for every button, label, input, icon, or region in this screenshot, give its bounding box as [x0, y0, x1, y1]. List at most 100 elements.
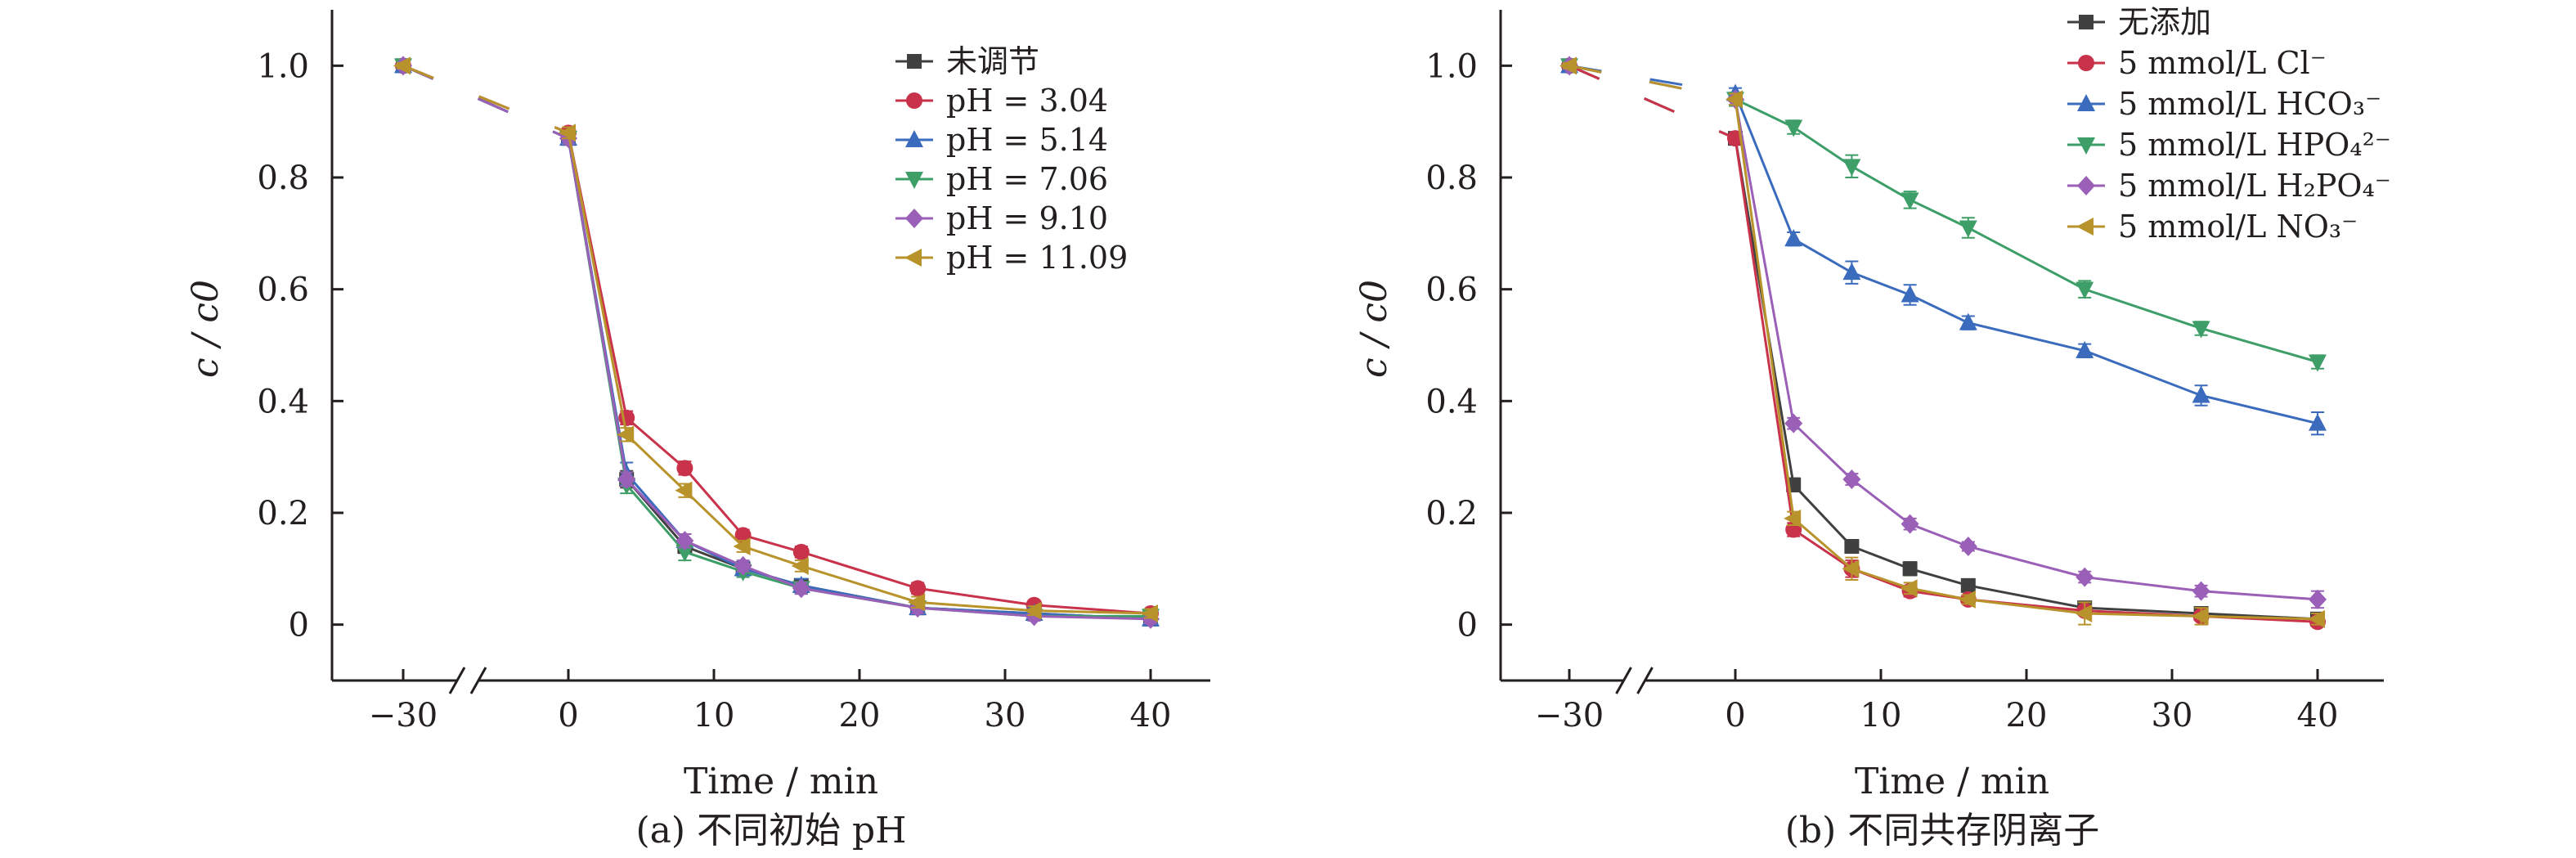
axis-break-mark	[469, 667, 487, 694]
data-point	[1784, 413, 1803, 433]
y-tick-label: 0.8	[1425, 159, 1478, 197]
y-axis-title: c / c0	[185, 280, 227, 378]
legend-marker	[2077, 94, 2095, 111]
legend-label: pH = 11.09	[946, 240, 1128, 276]
data-point	[1901, 192, 1919, 210]
data-point	[1959, 220, 1977, 238]
data-point	[908, 593, 926, 612]
data-point	[1560, 56, 1577, 75]
data-point	[1900, 579, 1918, 598]
x-axis-title: Time / min	[1855, 761, 2049, 802]
y-tick-label: 0.8	[257, 159, 309, 197]
data-point	[1959, 312, 1977, 330]
x-tick-label: 20	[839, 697, 881, 734]
series-line	[567, 137, 1151, 621]
legend-label: pH = 5.14	[946, 122, 1108, 158]
y-tick-label: 1.0	[257, 47, 309, 85]
data-point	[792, 578, 810, 599]
x-tick-label: −30	[369, 697, 438, 734]
data-point	[675, 544, 694, 562]
data-point	[2192, 321, 2210, 339]
series-5	[393, 56, 1158, 622]
series-line	[1734, 92, 2318, 425]
legend-marker	[906, 92, 922, 109]
series-dashed-line	[1568, 64, 1736, 101]
legend-marker	[905, 209, 923, 228]
figure-caption: (b) 不同共存阴离子	[1785, 810, 2099, 851]
x-tick-label: 20	[2006, 697, 2048, 734]
x-tick-label: 40	[1130, 697, 1172, 734]
series-line	[1734, 137, 2318, 621]
legend-label: pH = 9.10	[946, 200, 1108, 236]
series-dashed-line	[402, 64, 569, 134]
data-point	[1902, 561, 1918, 577]
axis-break-mark	[1615, 667, 1632, 694]
y-tick-label: 0.2	[1425, 495, 1478, 532]
legend-label: 无添加	[2118, 4, 2211, 40]
data-point	[1726, 90, 1743, 109]
data-point	[1844, 539, 1860, 554]
y-tick-label: 0.2	[257, 495, 309, 532]
data-point	[618, 409, 635, 426]
data-point	[1959, 537, 1977, 556]
figure-caption: (a) 不同初始 pH	[635, 810, 906, 851]
y-tick-label: 0.4	[257, 383, 309, 420]
legend-marker	[905, 172, 923, 189]
data-point	[2076, 340, 2094, 358]
data-point	[2076, 281, 2094, 299]
data-point	[675, 481, 693, 500]
data-point	[676, 460, 693, 477]
legend-marker	[2077, 176, 2095, 195]
data-point	[1960, 577, 1976, 593]
data-point	[2309, 354, 2327, 372]
data-point	[733, 537, 751, 555]
legend-label: 未调节	[946, 43, 1039, 79]
legend-marker	[2077, 137, 2095, 155]
data-point	[1024, 601, 1042, 620]
panel-a: 0 0.2 0.4 0.6 0.8 1.0 −30 0 10 20 30 40 Time / min c …	[185, 10, 1210, 851]
data-point	[1842, 159, 1861, 177]
y-tick-label: 0.6	[257, 272, 309, 309]
legend: 无添加 5 mmol/L Cl⁻ 5 mmol/L HCO₃⁻ 5 mmol/L HP…	[2067, 4, 2391, 245]
data-point	[2191, 607, 2209, 626]
y-tick-label: 0	[289, 607, 309, 645]
panel-b: 0 0.2 0.4 0.6 0.8 1.0 −30 0 10 20 30 40 Time / min c …	[1353, 4, 2391, 851]
x-tick-label: −30	[1535, 697, 1604, 734]
axis-break-mark	[1636, 667, 1654, 694]
series-line	[1735, 97, 2318, 363]
data-point	[617, 425, 635, 444]
data-point	[1842, 263, 1861, 281]
data-point	[1842, 469, 1861, 489]
data-point	[2192, 385, 2210, 403]
data-point	[1784, 119, 1803, 137]
series-5	[1560, 56, 2325, 628]
data-point	[734, 555, 752, 576]
series-line	[567, 133, 1151, 615]
data-point	[1901, 514, 1919, 534]
legend-marker	[904, 249, 922, 267]
legend-marker	[907, 54, 922, 69]
data-point	[1842, 559, 1860, 578]
series-line	[1734, 99, 2318, 601]
data-point	[2309, 589, 2327, 609]
data-point	[909, 580, 927, 597]
data-point	[1784, 509, 1802, 528]
data-point	[617, 469, 636, 489]
legend-label: pH = 7.06	[946, 161, 1108, 197]
data-point	[1958, 590, 1976, 609]
data-point	[2076, 567, 2094, 587]
data-point	[1141, 604, 1158, 622]
legend-marker	[2079, 15, 2094, 29]
legend-marker	[2078, 55, 2094, 71]
data-point	[2309, 413, 2327, 431]
x-tick-label: 30	[985, 697, 1026, 734]
y-tick-label: 0.4	[1425, 383, 1478, 420]
axis-break-mark	[448, 667, 466, 694]
x-tick-label: 10	[693, 697, 735, 734]
y-tick-label: 0.6	[1425, 272, 1478, 309]
legend-marker	[905, 130, 923, 147]
x-tick-label: 40	[2297, 697, 2339, 734]
series-line	[567, 133, 1151, 615]
